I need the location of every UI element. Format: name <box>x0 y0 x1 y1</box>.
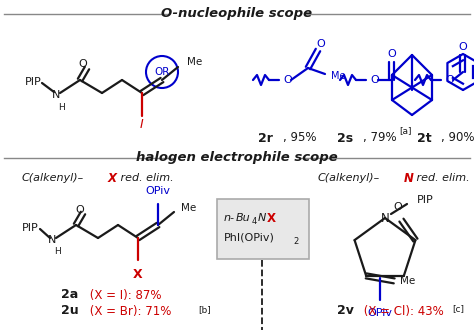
Text: PhI(OPiv): PhI(OPiv) <box>224 233 275 243</box>
Text: [a]: [a] <box>399 127 411 136</box>
Text: 2t: 2t <box>417 132 431 145</box>
Text: X: X <box>108 171 117 184</box>
Text: O: O <box>76 205 84 215</box>
Text: (X = Br): 71%: (X = Br): 71% <box>86 304 172 317</box>
Text: N: N <box>52 90 60 100</box>
Text: PIP: PIP <box>417 195 434 205</box>
FancyBboxPatch shape <box>217 199 309 259</box>
Text: , 90%: , 90% <box>441 132 474 145</box>
Text: 2r: 2r <box>257 132 273 145</box>
Text: Bu: Bu <box>236 213 251 223</box>
Text: N: N <box>381 211 389 224</box>
Text: red. elim.: red. elim. <box>117 173 173 183</box>
Text: OPiv: OPiv <box>368 308 392 318</box>
Text: O-nucleophile scope: O-nucleophile scope <box>162 8 312 21</box>
Text: N: N <box>404 171 414 184</box>
Text: Me: Me <box>400 276 415 286</box>
Text: N: N <box>258 213 266 223</box>
Text: O: O <box>393 202 402 212</box>
Text: PIP: PIP <box>25 77 42 87</box>
Text: Me: Me <box>331 71 346 81</box>
Text: , 79%: , 79% <box>363 132 397 145</box>
Text: OR: OR <box>155 67 170 77</box>
Text: O: O <box>445 75 454 85</box>
Text: 2u: 2u <box>61 304 79 317</box>
Text: n-: n- <box>224 213 235 223</box>
Text: O: O <box>370 75 379 85</box>
Text: 4: 4 <box>252 217 257 226</box>
Text: halogen electrophile scope: halogen electrophile scope <box>136 152 338 165</box>
Text: , 95%: , 95% <box>283 132 317 145</box>
Text: O: O <box>283 75 292 85</box>
Text: H: H <box>55 247 61 256</box>
Text: N: N <box>48 235 56 245</box>
Text: O: O <box>317 39 325 49</box>
Text: 2v: 2v <box>337 304 354 317</box>
Text: H: H <box>59 103 65 112</box>
Text: 2s: 2s <box>337 132 353 145</box>
Text: OPiv: OPiv <box>146 186 171 196</box>
Text: O: O <box>388 49 396 59</box>
Text: X: X <box>267 211 276 224</box>
Text: PIP: PIP <box>22 223 39 233</box>
Text: O: O <box>79 59 87 69</box>
Text: [c]: [c] <box>452 304 464 313</box>
Text: O: O <box>459 42 467 52</box>
Text: Me: Me <box>181 203 196 213</box>
Text: I: I <box>140 119 144 132</box>
Text: C(alkenyl)–: C(alkenyl)– <box>318 173 380 183</box>
Text: Me: Me <box>187 57 202 67</box>
Text: red. elim.: red. elim. <box>413 173 470 183</box>
Text: [b]: [b] <box>198 305 211 314</box>
Text: X: X <box>133 268 143 281</box>
Text: 2a: 2a <box>61 288 79 301</box>
Text: (X = I): 87%: (X = I): 87% <box>86 288 162 301</box>
Text: (X = Cl): 43%: (X = Cl): 43% <box>360 304 444 317</box>
Text: 2: 2 <box>293 236 298 245</box>
Text: C(alkenyl)–: C(alkenyl)– <box>22 173 84 183</box>
